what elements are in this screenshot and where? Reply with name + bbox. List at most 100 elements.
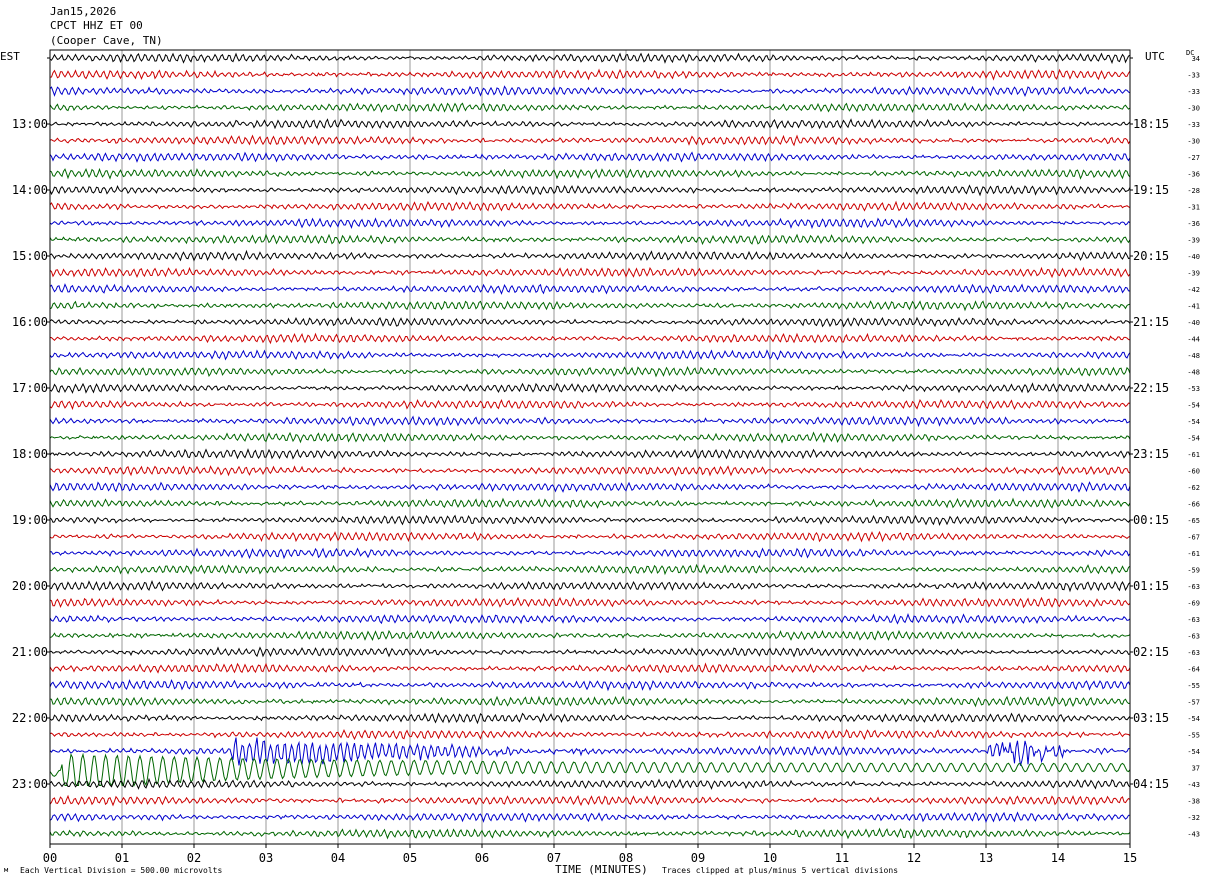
trace-line: [49, 794, 1131, 807]
x-tick-label: 07: [547, 851, 561, 865]
dc-offset-label: -40: [1187, 253, 1200, 261]
trace-line: [49, 167, 1131, 180]
axis-labels: 34 -33 -33 -30 -33 -30 -27 -36 -28 -31 -36 -39 -40 -3…: [12, 55, 1200, 865]
dc-offset-label: -30: [1187, 105, 1200, 113]
dc-offset-label: -62: [1187, 484, 1200, 492]
est-hour-label: 19:00: [12, 513, 48, 527]
x-tick-label: 05: [403, 851, 417, 865]
trace-line: [49, 349, 1131, 361]
dc-offset-label: -60: [1187, 468, 1200, 476]
x-tick-label: 14: [1051, 851, 1065, 865]
dc-offset-label: -61: [1187, 451, 1200, 459]
est-hour-label: 17:00: [12, 381, 48, 395]
utc-hour-label: 20:15: [1133, 249, 1169, 263]
est-hour-label: 18:00: [12, 447, 48, 461]
dc-offset-label: -54: [1187, 715, 1200, 723]
trace-line: [49, 563, 1131, 576]
trace-line: [49, 249, 1131, 262]
trace-line: [49, 662, 1131, 674]
dc-offset-label: -30: [1187, 138, 1200, 146]
dc-offset-label: -48: [1187, 369, 1200, 377]
x-tick-label: 12: [907, 851, 921, 865]
utc-hour-label: 22:15: [1133, 381, 1169, 395]
trace-line: [49, 465, 1131, 477]
trace-line: [49, 365, 1131, 378]
dc-offset-label: -43: [1187, 831, 1200, 839]
trace-line: [49, 580, 1131, 593]
trace-line: [49, 102, 1131, 114]
dc-offset-label: -61: [1187, 550, 1200, 558]
trace-line: [49, 777, 1131, 790]
est-hour-label: 13:00: [12, 117, 48, 131]
utc-hour-label: 03:15: [1133, 711, 1169, 725]
trace-line: [49, 728, 1131, 741]
dc-offset-label: -57: [1187, 699, 1200, 707]
dc-offset-label: -40: [1187, 319, 1200, 327]
trace-line: [49, 530, 1131, 543]
trace-line: [49, 431, 1131, 444]
dc-offset-label: -28: [1187, 187, 1200, 195]
vertical-division-note: Each Vertical Division = 500.00 microvol…: [20, 866, 223, 875]
x-tick-label: 08: [619, 851, 633, 865]
trace-line: [49, 481, 1131, 493]
dc-offset-label: -53: [1187, 385, 1200, 393]
trace-line: [49, 737, 1130, 766]
utc-hour-label: 23:15: [1133, 447, 1169, 461]
est-hour-label: 22:00: [12, 711, 48, 725]
dc-offset-label: -33: [1187, 121, 1200, 129]
trace-line: [49, 316, 1131, 328]
dc-offset-label: -67: [1187, 534, 1200, 542]
trace-line: [49, 300, 1131, 312]
x-tick-label: 03: [259, 851, 273, 865]
clip-note: Traces clipped at plus/minus 5 vertical …: [662, 866, 899, 875]
trace-line: [49, 613, 1131, 625]
trace-line: [49, 629, 1131, 642]
dc-offset-label: -63: [1187, 649, 1200, 657]
dc-offset-label: -55: [1187, 682, 1200, 690]
trace-line: [49, 200, 1131, 212]
x-tick-label: 13: [979, 851, 993, 865]
dc-offset-label: -41: [1187, 303, 1200, 311]
station-label: CPCT HHZ ET 00: [50, 19, 143, 32]
utc-hour-label: 18:15: [1133, 117, 1169, 131]
seismic-traces: [49, 52, 1131, 840]
trace-line: [49, 68, 1131, 81]
plot-frame: [49, 49, 1131, 845]
dc-offset-label: -32: [1187, 814, 1200, 822]
dc-offset-label: -44: [1187, 336, 1200, 344]
dc-offset-label: -59: [1187, 567, 1200, 575]
location-label: (Cooper Cave, TN): [50, 34, 163, 47]
trace-line: [49, 827, 1131, 840]
trace-line: [49, 266, 1131, 279]
trace-line: [49, 184, 1131, 197]
dc-offset-label: -69: [1187, 600, 1200, 608]
trace-line: [49, 217, 1131, 230]
dc-offset-label: -39: [1187, 237, 1200, 245]
date-label: Jan15,2026: [50, 5, 117, 18]
dc-offset-label: -33: [1187, 72, 1200, 80]
logo-icon: м: [4, 866, 9, 874]
dc-offset-label: -63: [1187, 583, 1200, 591]
x-tick-label: 06: [475, 851, 489, 865]
x-tick-label: 15: [1123, 851, 1137, 865]
est-hour-label: 14:00: [12, 183, 48, 197]
trace-line: [49, 752, 1131, 787]
est-hour-label: 15:00: [12, 249, 48, 263]
est-hour-label: 20:00: [12, 579, 48, 593]
trace-line: [49, 695, 1131, 708]
x-tick-label: 10: [763, 851, 777, 865]
trace-line: [49, 514, 1131, 527]
trace-line: [49, 283, 1131, 295]
trace-line: [49, 398, 1131, 411]
dc-offset-label: -36: [1187, 220, 1200, 228]
dc-offset-label: -55: [1187, 732, 1200, 740]
trace-line: [49, 332, 1131, 345]
est-hour-label: 21:00: [12, 645, 48, 659]
dc-offset-label: -42: [1187, 286, 1200, 294]
utc-hour-label: 01:15: [1133, 579, 1169, 593]
trace-line: [49, 151, 1131, 163]
dc-offset-label: -54: [1187, 418, 1200, 426]
x-tick-label: 11: [835, 851, 849, 865]
trace-line: [49, 497, 1131, 509]
